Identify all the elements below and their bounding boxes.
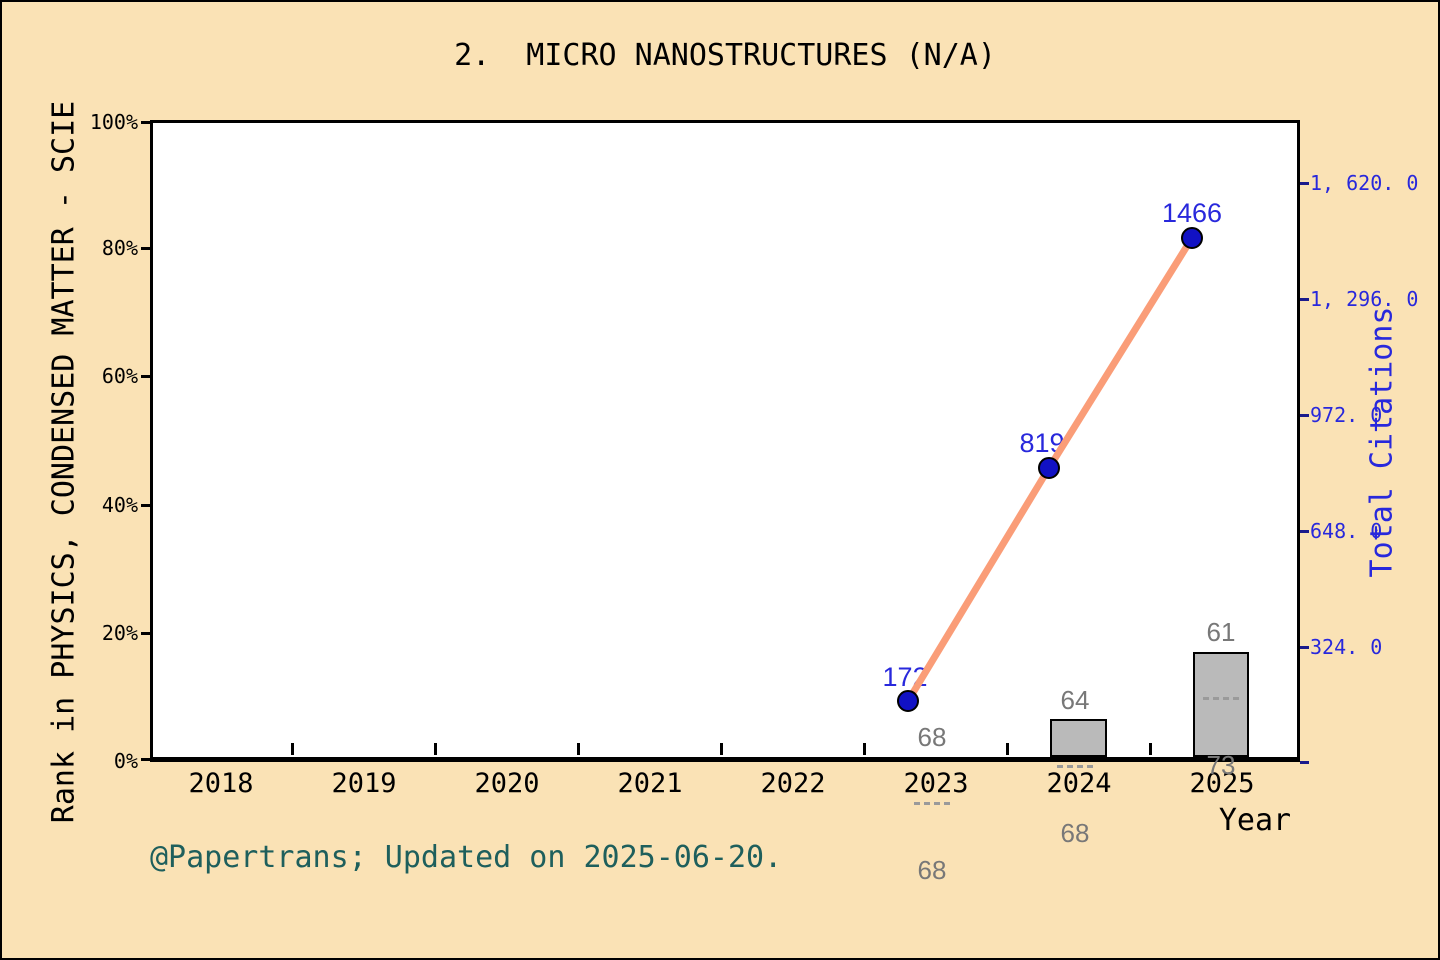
fraction-denominator: 68 [917,855,947,885]
x-tick-mark [434,743,437,755]
x-tick-mark [291,743,294,755]
x-tick-mark [1006,743,1009,755]
right-tick-mark [1300,182,1309,185]
left-tick-mark [141,247,150,250]
x-tick-label: 2018 [188,768,254,799]
x-tick-mark [1149,743,1152,755]
right-tick-label: 324. 0 [1310,635,1383,659]
right-tick-mark [1300,298,1309,301]
right-tick-label: 972. 0 [1310,403,1383,427]
chart-title: 2. MICRO NANOSTRUCTURES (N/A) [454,38,996,73]
left-tick-label: 80% [101,236,138,260]
plot-area [150,120,1300,762]
x-tick-label: 2019 [331,768,397,799]
rank-fraction-2025: 61 73 [1189,572,1253,825]
rank-fraction-2023: 68 68 [900,677,964,930]
point-value-label-2025: 1466 [1161,198,1223,228]
right-tick-label: 648. 0 [1310,519,1383,543]
x-tick-mark [577,743,580,755]
left-tick-label: 60% [101,364,138,388]
fraction-divider [914,802,950,805]
right-tick-label: 1, 620. 0 [1310,171,1419,195]
right-tick-mark [1300,646,1309,649]
x-tick-mark [720,743,723,755]
fraction-numerator: 68 [917,722,947,752]
left-tick-mark [141,121,150,124]
left-tick-mark [141,375,150,378]
left-tick-label: 0% [113,749,138,773]
fraction-numerator: 64 [1060,685,1090,715]
right-tick-mark [1300,530,1309,533]
point-value-label-2024: 819 [1019,428,1065,458]
left-tick-label: 100% [89,110,138,134]
fraction-denominator: 68 [1060,818,1090,848]
left-tick-mark [141,504,150,507]
x-tick-label: 2023 [903,768,969,799]
left-axis-title: Rank in PHYSICS, CONDENSED MATTER - SCIE [46,100,82,824]
x-tick-label: 2024 [1046,768,1112,799]
left-tick-label: 20% [101,621,138,645]
right-tick-label: 1, 296. 0 [1310,287,1419,311]
right-tick-mark [1300,414,1309,417]
footer-credit: @Papertrans; Updated on 2025-06-20. [150,840,783,875]
point-value-label-2023: 172 [882,662,928,692]
rank-bar-2024 [1050,719,1107,757]
x-tick-label: 2021 [617,768,683,799]
x-tick-label: 2020 [474,768,540,799]
left-tick-mark [141,758,150,761]
x-axis-title: Year [1218,803,1292,838]
fraction-divider [1057,765,1093,768]
fraction-denominator: 73 [1206,750,1236,780]
x-tick-label: 2025 [1189,768,1255,799]
fraction-numerator: 61 [1206,617,1236,647]
rank-fraction-2024: 64 68 [1043,640,1107,893]
x-tick-label: 2022 [760,768,826,799]
right-tick-mark [1300,761,1309,764]
left-tick-label: 40% [101,493,138,517]
x-tick-mark [863,743,866,755]
fraction-divider [1203,697,1239,700]
rank-bar-2025 [1193,652,1249,757]
left-tick-mark [141,632,150,635]
